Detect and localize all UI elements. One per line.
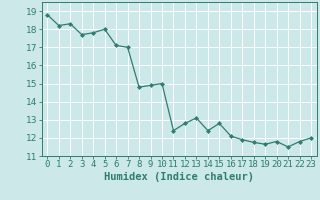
X-axis label: Humidex (Indice chaleur): Humidex (Indice chaleur) <box>104 172 254 182</box>
